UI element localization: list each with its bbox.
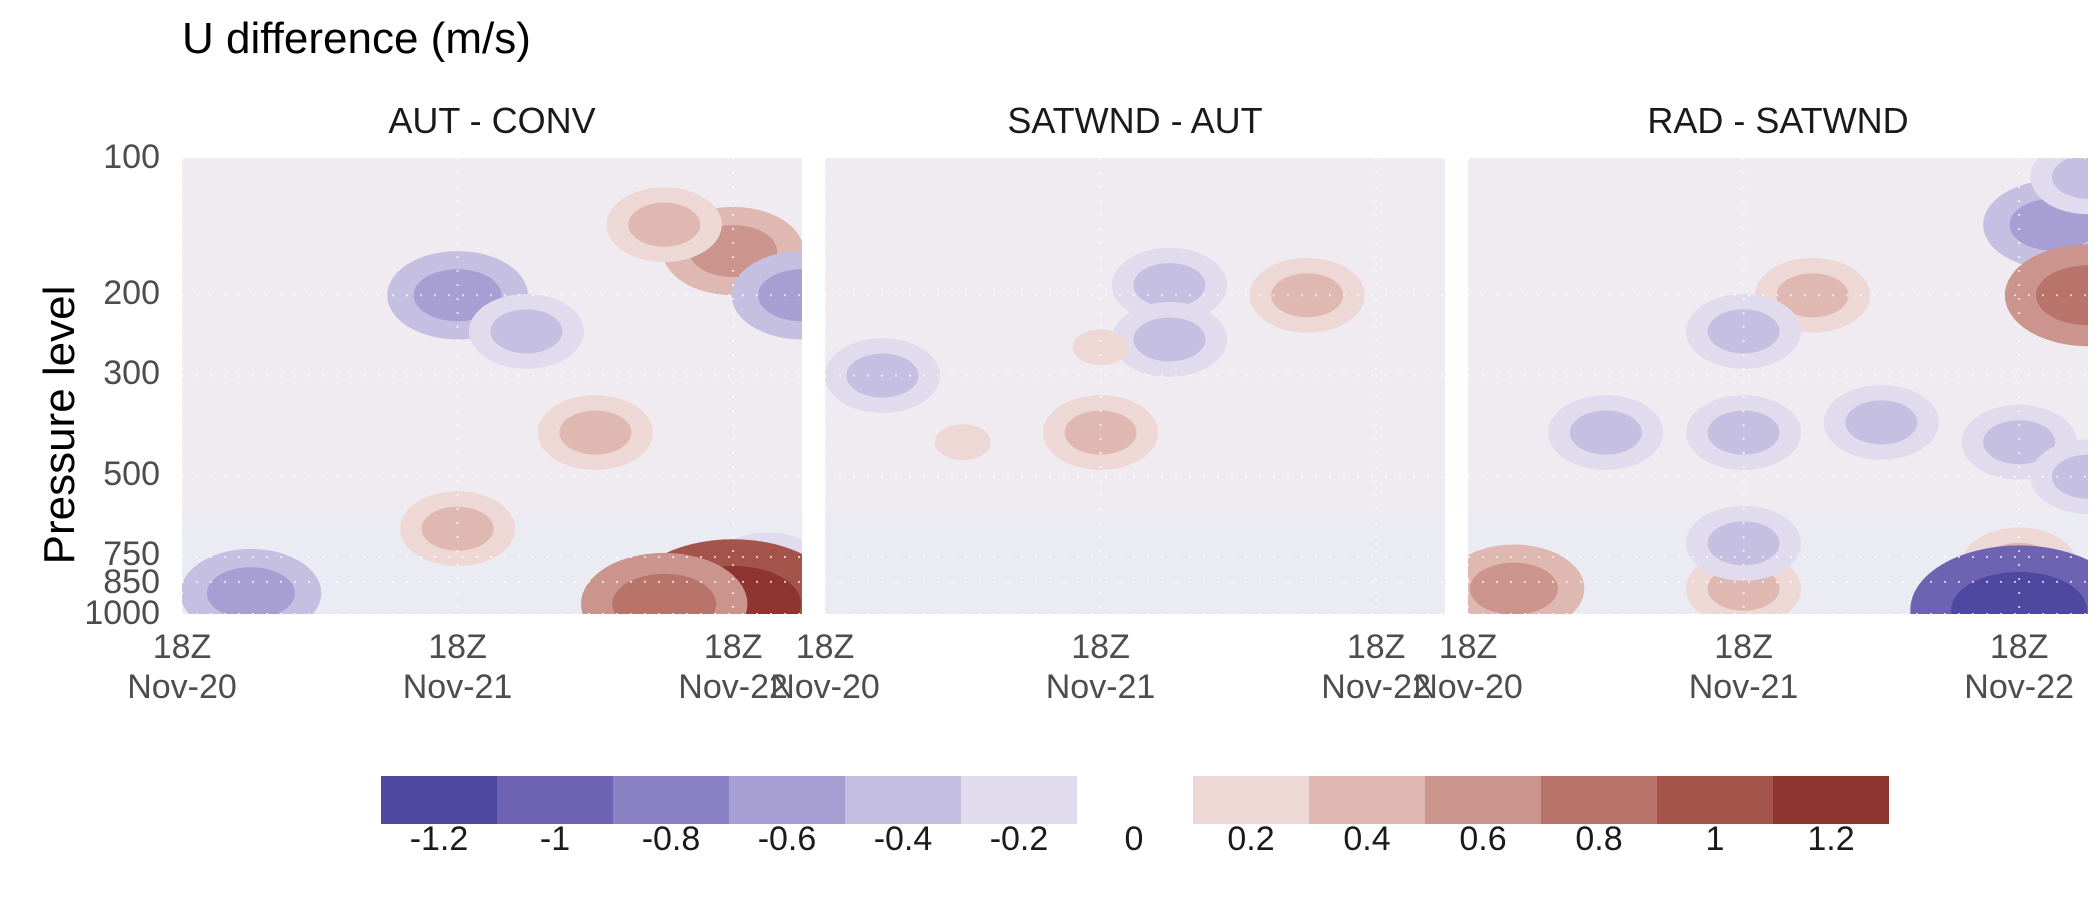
legend-label: 0.4 <box>1343 820 1391 858</box>
contour-region <box>1707 309 1780 354</box>
contour-region <box>206 567 295 614</box>
legend-swatch <box>381 776 497 824</box>
contour-plot-rad-satwnd <box>1468 158 2088 614</box>
contour-region <box>1569 410 1642 455</box>
x-tick-label: 18Z Nov-20 <box>1368 627 1568 707</box>
x-tick-label: 18Z Nov-22 <box>633 627 833 707</box>
legend-swatch <box>961 776 1077 824</box>
x-tick-date: Nov-22 <box>1964 668 2074 706</box>
x-tick-time: 18Z <box>1714 628 1773 666</box>
legend-label: -1.2 <box>409 820 469 858</box>
contour-region <box>2052 158 2088 199</box>
x-tick-date: Nov-21 <box>1688 668 1799 706</box>
legend-swatch <box>497 776 613 824</box>
legend-label-zero: 0 <box>1124 820 1144 858</box>
contour-region <box>1707 410 1780 455</box>
contour-region <box>628 202 701 247</box>
legend-label: -0.8 <box>641 820 701 858</box>
y-tick-200: 200 <box>103 274 160 312</box>
contour-region <box>1271 273 1344 318</box>
legend-swatch <box>729 776 845 824</box>
contour-region <box>413 269 502 322</box>
x-tick-label: 18Z Nov-20 <box>725 627 925 707</box>
x-tick-time: 18Z <box>1346 628 1406 666</box>
panel-satwnd-aut <box>825 158 1445 614</box>
legend-swatch <box>1541 776 1657 824</box>
legend-swatch <box>1657 776 1773 824</box>
x-tick-date: Nov-21 <box>1045 668 1156 706</box>
x-tick-date: Nov-20 <box>770 668 880 706</box>
x-tick-label: 18Z Nov-22 <box>1919 627 2100 707</box>
x-tick-label: 18Z Nov-21 <box>1644 627 1844 707</box>
x-tick-label: 18Z Nov-22 <box>1276 627 1476 707</box>
x-tick-time: 18Z <box>428 628 487 666</box>
y-tick-850: 850 <box>103 563 160 601</box>
y-tick-500: 500 <box>103 455 160 493</box>
x-tick-time: 18Z <box>703 628 763 666</box>
legend-label: -0.2 <box>989 820 1049 858</box>
contour-region <box>1072 329 1129 366</box>
contour-region <box>559 410 632 455</box>
contour-region <box>1845 400 1918 445</box>
contour-region <box>2036 265 2088 326</box>
contour-plot-satwnd-aut <box>825 158 1445 614</box>
contour-region <box>1983 420 2056 465</box>
x-tick-date: Nov-20 <box>1413 668 1523 706</box>
contour-region <box>934 424 991 461</box>
contour-plot-aut-conv <box>182 158 802 614</box>
legend-swatch <box>1309 776 1425 824</box>
chart-title: U difference (m/s) <box>182 14 531 63</box>
y-tick-300: 300 <box>103 354 160 392</box>
y-tick-1000: 1000 <box>84 594 160 632</box>
legend-swatch <box>1773 776 1889 824</box>
x-tick-time: 18Z <box>795 628 855 666</box>
legend-swatch <box>1425 776 1541 824</box>
panel-rad-satwnd <box>1468 158 2088 614</box>
contour-region <box>1707 521 1780 566</box>
contour-region <box>1064 410 1137 455</box>
facet-title-satwnd-aut: SATWND - AUT <box>1007 100 1263 141</box>
contour-region <box>1133 317 1206 362</box>
contour-region <box>1776 273 1849 318</box>
y-tick-750: 750 <box>103 535 160 573</box>
contour-region <box>612 573 717 614</box>
x-tick-time: 18Z <box>152 628 212 666</box>
x-tick-date: Nov-22 <box>1321 668 1431 706</box>
x-tick-time: 18Z <box>1071 628 1130 666</box>
contour-region <box>758 269 802 322</box>
legend-swatch <box>845 776 961 824</box>
legend-label: 0.8 <box>1575 820 1623 858</box>
contour-region <box>1469 562 1558 614</box>
legend-label: -0.4 <box>873 820 933 858</box>
contour-region <box>490 309 563 354</box>
facet-title-rad-satwnd: RAD - SATWND <box>1647 100 1909 141</box>
contour-region <box>421 506 494 551</box>
legend-swatch <box>1193 776 1309 824</box>
y-tick-100: 100 <box>103 138 160 176</box>
legend-label: 1 <box>1705 820 1725 858</box>
legend-label: -1 <box>539 820 571 858</box>
x-tick-date: Nov-20 <box>127 668 237 706</box>
legend-label: -0.6 <box>757 820 817 858</box>
legend-label: 0.6 <box>1459 820 1507 858</box>
x-tick-date: Nov-22 <box>678 668 788 706</box>
x-tick-time: 18Z <box>1989 628 2049 666</box>
contour-region <box>1133 263 1206 308</box>
legend-label: 1.2 <box>1807 820 1855 858</box>
facet-title-aut-conv: AUT - CONV <box>388 100 596 141</box>
panel-aut-conv <box>182 158 802 614</box>
x-tick-label: 18Z Nov-21 <box>1001 627 1201 707</box>
x-tick-label: 18Z Nov-21 <box>358 627 558 707</box>
legend-label: 0.2 <box>1227 820 1275 858</box>
x-tick-time: 18Z <box>1438 628 1498 666</box>
legend-swatch <box>613 776 729 824</box>
x-tick-label: 18Z Nov-20 <box>82 627 282 707</box>
x-tick-date: Nov-21 <box>402 668 513 706</box>
